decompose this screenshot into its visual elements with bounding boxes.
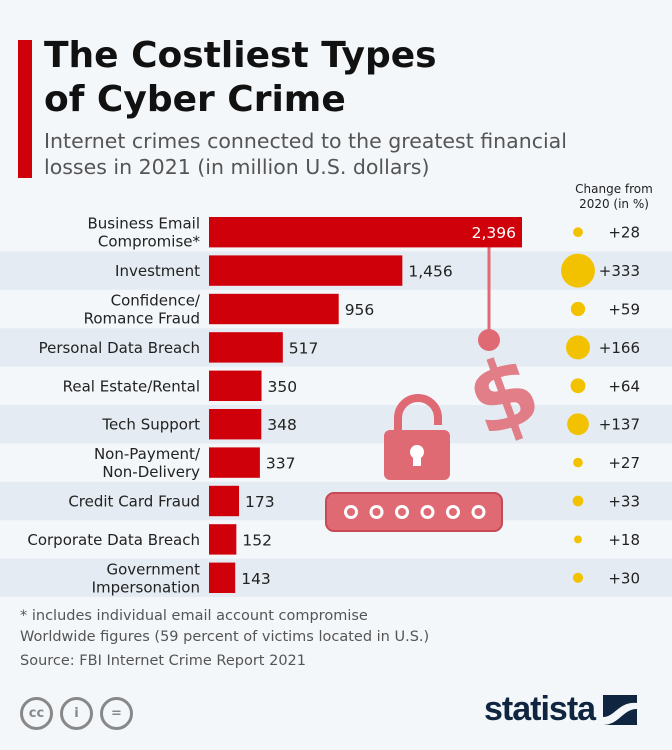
hook-bead (478, 329, 500, 351)
padlock-shackle (394, 394, 442, 432)
change-bubble (573, 227, 583, 238)
password-dot-inner (372, 508, 381, 516)
category-label: Non-Delivery (102, 463, 200, 481)
change-label: +30 (608, 569, 640, 587)
note: Worldwide figures (59 percent of victims… (20, 629, 430, 645)
change-bubble (570, 301, 586, 317)
category-label: Real Estate/Rental (63, 377, 200, 395)
source: Source: FBI Internet Crime Report 2021 (20, 653, 306, 669)
bar (209, 485, 240, 517)
category-label: Investment (115, 262, 200, 280)
category-label: Compromise* (98, 233, 201, 251)
chart-subtitle: Internet crimes connected to the greates… (44, 129, 567, 179)
change-bubble (561, 253, 595, 288)
no-derivatives-icon[interactable]: = (100, 697, 133, 730)
change-bubble (567, 413, 589, 436)
value-label: 956 (345, 301, 375, 319)
value-label: 152 (242, 531, 272, 549)
password-dot-inner (474, 508, 483, 516)
row-band (0, 328, 672, 367)
padlock-keyhole-slot (413, 452, 421, 466)
title-accent-bar (18, 40, 32, 178)
value-label: 143 (241, 570, 271, 588)
password-dot-inner (347, 508, 355, 516)
change-label: +333 (599, 262, 640, 280)
value-label: 350 (268, 378, 298, 396)
value-label: 337 (266, 455, 296, 473)
bar (209, 562, 236, 593)
value-label: 517 (289, 339, 319, 357)
change-bubble (572, 572, 584, 583)
footnote: * includes individual email account comp… (20, 608, 368, 624)
category-label: Personal Data Breach (39, 339, 200, 357)
category-label: Non-Payment/ (94, 445, 201, 463)
password-dot-inner (449, 508, 457, 516)
statista-logo-icon (603, 694, 638, 725)
value-label: 1,456 (408, 263, 452, 281)
attribution-icon[interactable]: i (60, 697, 93, 730)
value-label: 173 (245, 493, 275, 511)
license-icons: cc i = (20, 697, 133, 730)
change-label: +18 (608, 531, 640, 549)
change-bubble (566, 335, 590, 360)
footer-notes: * includes individual email account comp… (20, 606, 429, 672)
cyber-decoration: $ (325, 240, 554, 532)
change-label: +27 (608, 454, 640, 472)
row-band (0, 405, 672, 444)
password-dot-inner (398, 508, 406, 516)
category-label: Confidence/ (111, 292, 201, 310)
value-label: 2,396 (472, 224, 516, 242)
change-label: +64 (608, 377, 640, 395)
change-label: +33 (608, 493, 640, 511)
cc-icon[interactable]: cc (20, 697, 53, 730)
statista-logo[interactable]: statista (484, 690, 638, 729)
category-label: Corporate Data Breach (27, 531, 200, 549)
category-label: Government (106, 560, 200, 578)
category-label: Business Email (87, 215, 200, 233)
chart-title: The Costliest Types of Cyber Crime (44, 35, 437, 120)
bar (209, 293, 339, 325)
bar (209, 447, 260, 478)
row-band (0, 558, 672, 597)
change-label: +137 (599, 416, 640, 434)
change-bubble (570, 378, 586, 394)
bar (209, 217, 522, 248)
change-bubble (573, 457, 583, 468)
bar (209, 409, 262, 440)
category-label: Romance Fraud (84, 310, 200, 328)
change-column-header: Change from 2020 (in %) (575, 182, 653, 211)
category-label: Impersonation (92, 578, 200, 596)
change-bubble (574, 535, 582, 544)
category-label: Credit Card Fraud (68, 493, 200, 511)
change-bubble (572, 495, 584, 507)
bar (209, 524, 237, 555)
bar (209, 370, 262, 401)
bar (209, 332, 283, 363)
password-field-icon (325, 492, 503, 532)
password-dot-inner (423, 508, 432, 516)
bar (209, 255, 403, 286)
change-label: +59 (608, 301, 640, 319)
change-label: +166 (599, 339, 640, 357)
category-label: Tech Support (101, 416, 200, 434)
value-label: 348 (267, 416, 297, 434)
change-label: +28 (608, 224, 640, 242)
